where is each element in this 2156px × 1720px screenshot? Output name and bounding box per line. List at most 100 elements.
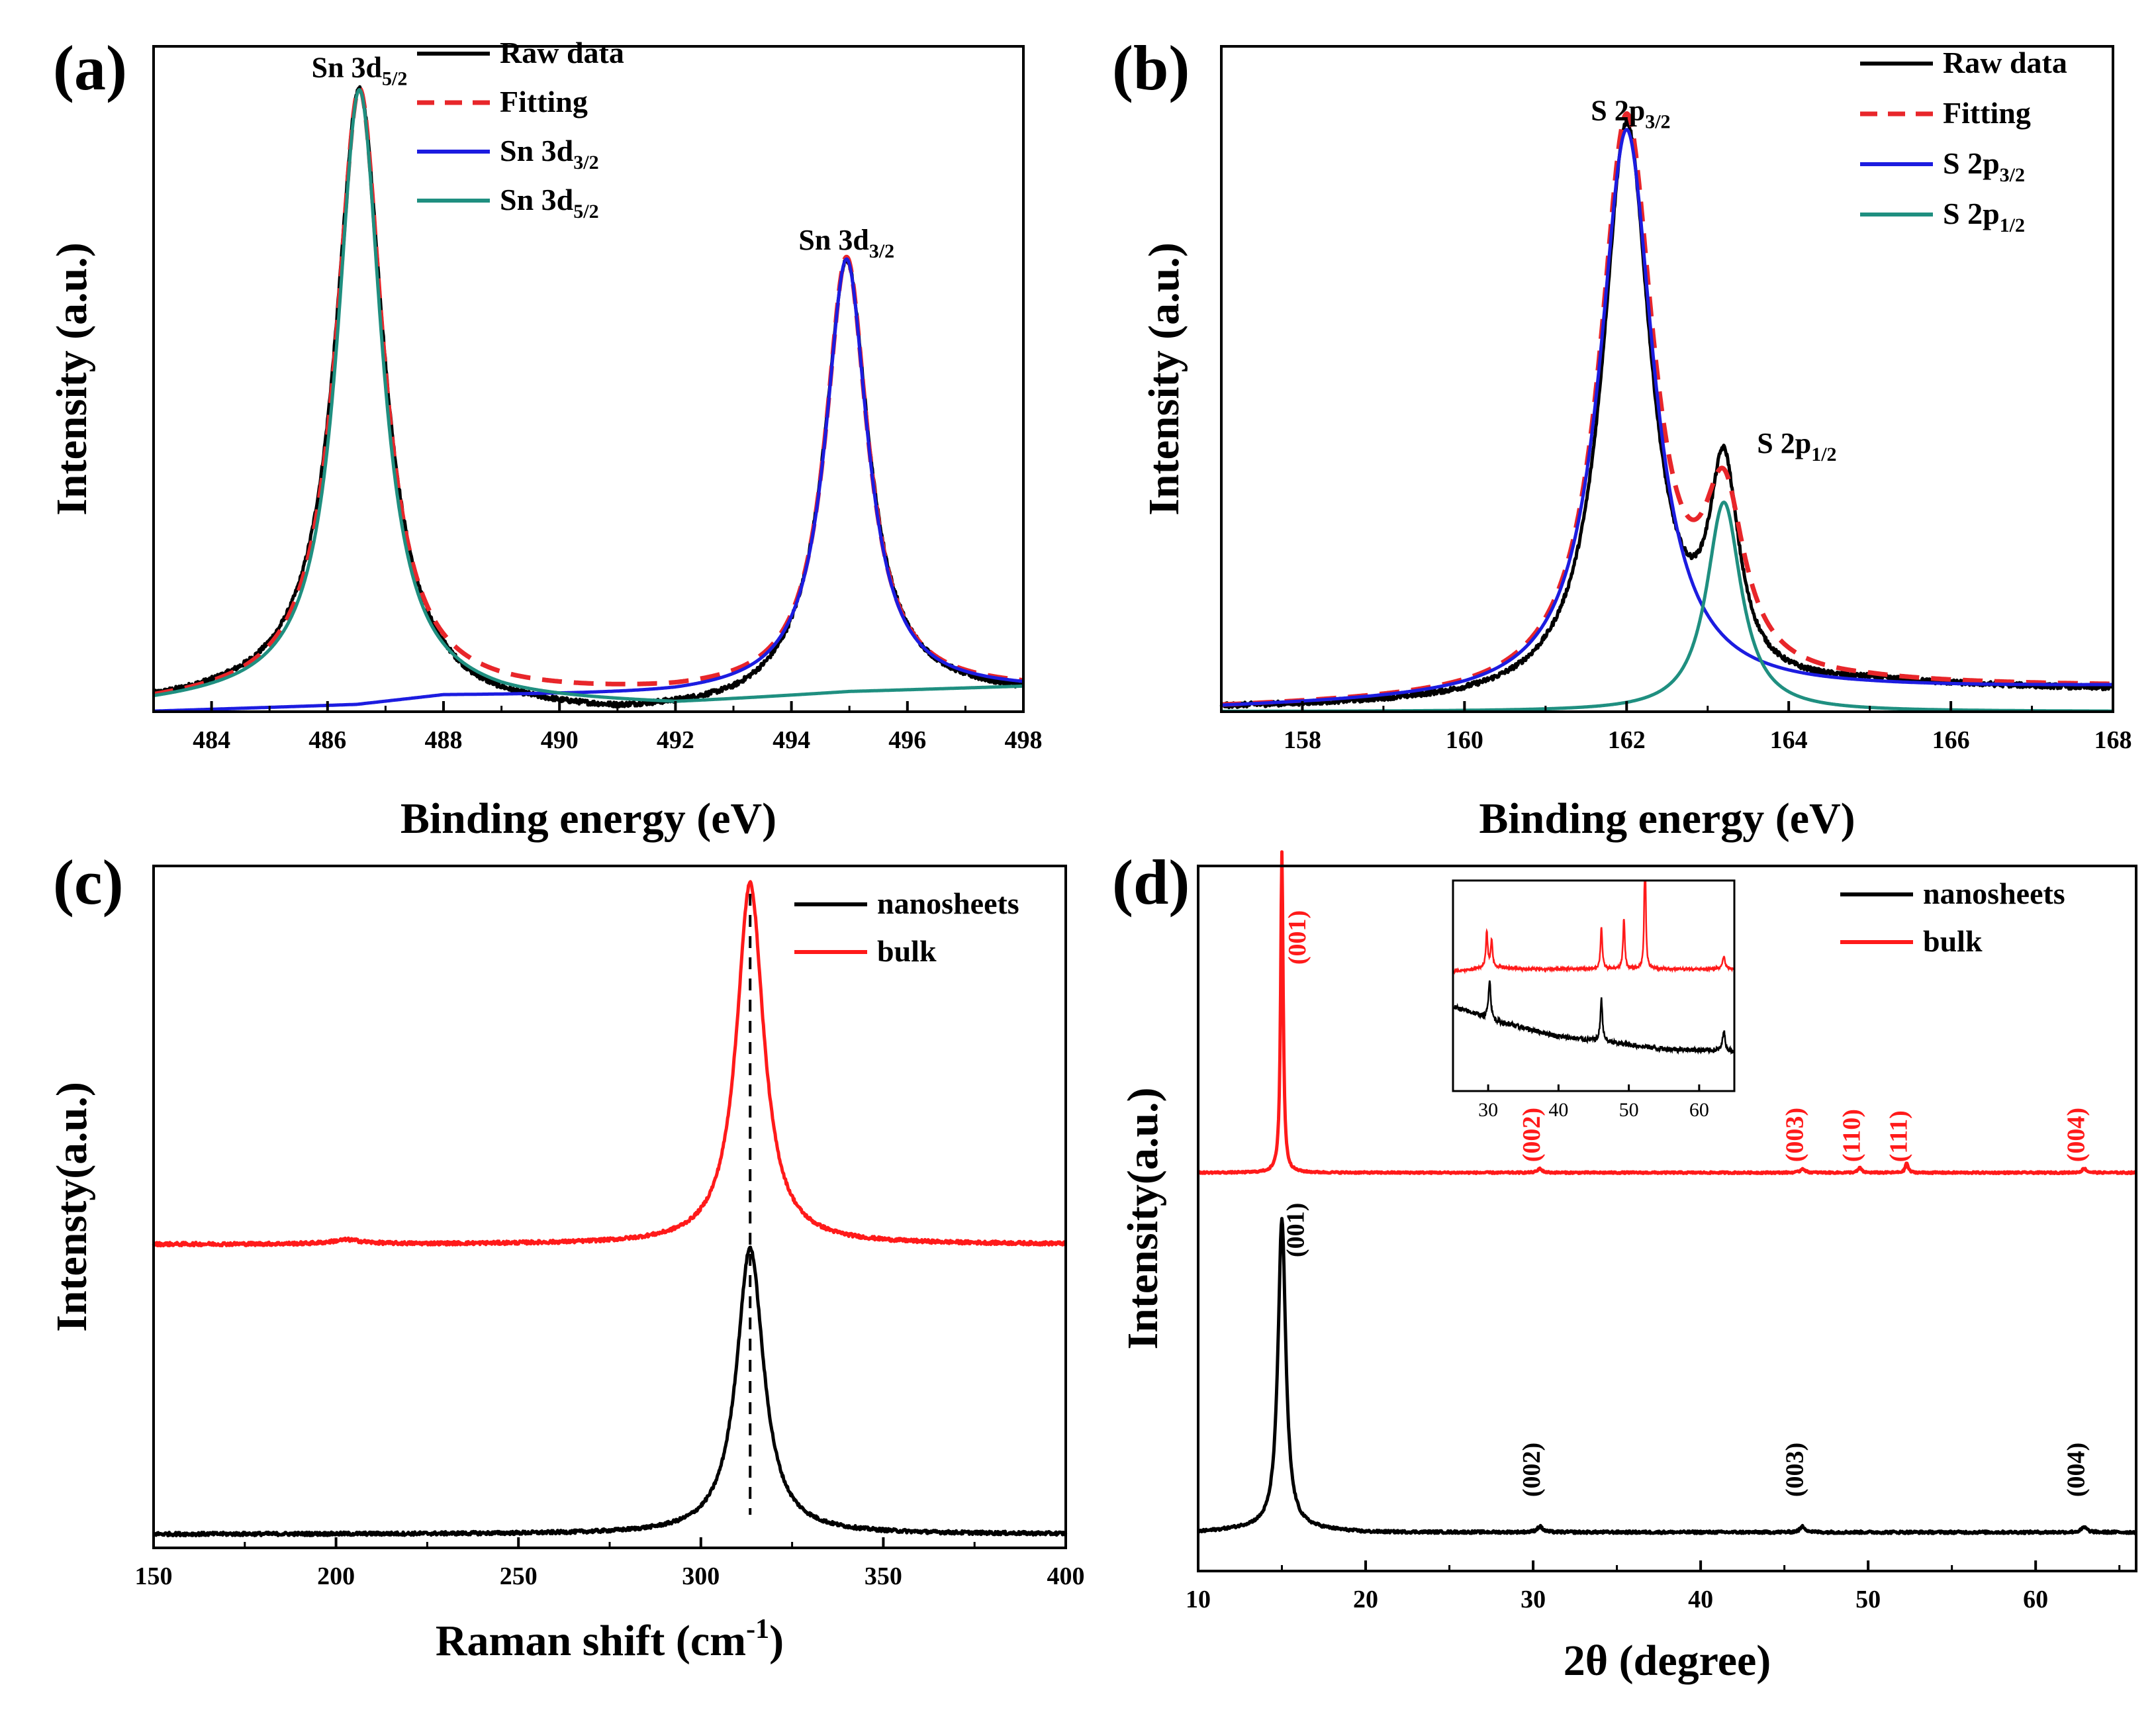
x-tick-label: 162 bbox=[1608, 726, 1646, 754]
series-line-nanosheets bbox=[1197, 1217, 2138, 1535]
inset-x-tick-label: 30 bbox=[1478, 1099, 1498, 1121]
peak-annotation-sub: 5/2 bbox=[382, 68, 407, 90]
legend-entry-label: Raw data bbox=[1943, 46, 2067, 79]
x-axis-title: Raman shift (cm-1) bbox=[436, 1614, 784, 1665]
plot-frame bbox=[1197, 865, 2137, 1572]
peak-annotation-main: S 2p bbox=[1591, 95, 1645, 127]
legend-entry-label: Sn 3d5/2 bbox=[500, 183, 599, 222]
x-tick-label: 60 bbox=[2023, 1586, 2048, 1613]
x-tick-label: 498 bbox=[1005, 726, 1043, 754]
legend-entry-label-main: Fitting bbox=[1943, 96, 2031, 130]
inset-x-tick-label: 40 bbox=[1548, 1099, 1568, 1121]
x-tick-label: 488 bbox=[425, 726, 463, 754]
x-tick-label: 168 bbox=[2094, 726, 2132, 754]
legend-entry-label: Fitting bbox=[500, 85, 588, 119]
panel-b: 158 160 162 164 166 168 Binding energy (eV) Int… bbox=[1112, 32, 2132, 843]
series-line-fitting bbox=[152, 86, 1025, 696]
peak-annotation-main: Sn 3d bbox=[312, 52, 382, 84]
series-line-bulk bbox=[1196, 850, 2137, 1175]
panel-label: (c) bbox=[53, 847, 124, 918]
x-tick-label: 496 bbox=[888, 726, 926, 754]
hkl-label: (001) bbox=[1284, 910, 1311, 965]
legend: nanosheets bulk bbox=[1840, 877, 2065, 958]
x-tick-label: 494 bbox=[773, 726, 810, 754]
inset-series-line-nanosheets bbox=[1452, 980, 1735, 1055]
x-tick-label: 300 bbox=[682, 1562, 720, 1590]
legend-entry-label: nanosheets bbox=[1923, 877, 2065, 910]
legend-entry-label-main: Sn 3d bbox=[500, 183, 574, 216]
hkl-label: (002) bbox=[1518, 1443, 1546, 1497]
hkl-label: (003) bbox=[1781, 1443, 1808, 1497]
panel-label: (d) bbox=[1112, 847, 1190, 918]
legend-entry-label-main: nanosheets bbox=[877, 886, 1019, 920]
x-tick-label: 164 bbox=[1770, 726, 1808, 754]
hkl-label: (111) bbox=[1885, 1110, 1912, 1162]
panel-label: (b) bbox=[1112, 32, 1190, 103]
peak-annotation: S 2p1/2 bbox=[1757, 427, 1836, 465]
panel-c: 150 200 250 300 350 400 Raman shift (cm-1) Inte… bbox=[48, 847, 1085, 1665]
peak-annotation-sub: 3/2 bbox=[1645, 111, 1670, 133]
hkl-label: (110) bbox=[1838, 1109, 1865, 1162]
x-tick-label: 30 bbox=[1521, 1586, 1546, 1613]
legend: nanosheets bulk bbox=[794, 886, 1019, 968]
inset-frame bbox=[1452, 879, 1736, 1092]
series-line-bulk bbox=[152, 880, 1067, 1248]
x-tick-label: 160 bbox=[1446, 726, 1483, 754]
legend-entry-label: Raw data bbox=[500, 36, 624, 70]
series-line-raw-data bbox=[152, 85, 1025, 709]
series-line-sn-3d5-2 bbox=[152, 88, 1025, 703]
legend-entry-label: bulk bbox=[1923, 924, 1983, 958]
x-tick-label: 166 bbox=[1932, 726, 1970, 754]
x-axis-title: Binding energy (eV) bbox=[400, 794, 776, 843]
x-axis-title: 2θ (degree) bbox=[1564, 1637, 1771, 1685]
panel-a: 484 486 488 490 492 494 496 498 Binding energy (… bbox=[48, 32, 1043, 843]
legend-entry-label-main: Raw data bbox=[500, 36, 624, 70]
legend-entry-label: S 2p1/2 bbox=[1943, 197, 2025, 236]
panel-label: (a) bbox=[53, 32, 127, 103]
inset-x-tick-label: 50 bbox=[1619, 1099, 1639, 1121]
hkl-label: (002) bbox=[1518, 1108, 1546, 1162]
legend-entry-label: S 2p3/2 bbox=[1943, 146, 2025, 186]
series-line-s-2p3-2 bbox=[1220, 128, 2114, 707]
peak-annotation-main: Sn 3d bbox=[798, 224, 868, 256]
series-line-sn-3d3-2 bbox=[152, 257, 1025, 713]
legend-entry-label-main: S 2p bbox=[1943, 146, 2000, 180]
peak-annotation-sub: 1/2 bbox=[1811, 444, 1836, 465]
peak-annotation: S 2p3/2 bbox=[1591, 95, 1670, 133]
peak-annotation-main: S 2p bbox=[1757, 427, 1811, 459]
hkl-label: (003) bbox=[1781, 1108, 1808, 1162]
legend-entry-label-sub: 3/2 bbox=[573, 152, 598, 173]
legend-entry-label-main: nanosheets bbox=[1923, 877, 2065, 910]
legend-entry-label-main: Sn 3d bbox=[500, 134, 574, 167]
x-tick-label: 20 bbox=[1353, 1586, 1378, 1613]
inset-chart: 30 40 50 60 bbox=[1452, 879, 1736, 1121]
x-axis-title: Binding energy (eV) bbox=[1479, 794, 1855, 843]
peak-annotation: Sn 3d3/2 bbox=[798, 224, 894, 262]
x-tick-label: 150 bbox=[135, 1562, 173, 1590]
x-tick-label: 40 bbox=[1688, 1586, 1713, 1613]
plot-frame bbox=[152, 45, 1025, 713]
x-tick-label: 492 bbox=[657, 726, 694, 754]
x-axis-title-sup: -1 bbox=[746, 1614, 769, 1645]
x-tick-label: 50 bbox=[1855, 1586, 1881, 1613]
y-axis-title: Intensity (a.u.) bbox=[1140, 242, 1188, 516]
legend-entry-label-main: bulk bbox=[1923, 924, 1983, 958]
y-axis-title: Intensity (a.u.) bbox=[48, 242, 96, 516]
plot-frame bbox=[1220, 45, 2114, 713]
peak-annotation: Sn 3d5/2 bbox=[312, 52, 408, 90]
x-tick-label: 350 bbox=[865, 1562, 902, 1590]
x-tick-label: 490 bbox=[541, 726, 579, 754]
x-tick-label: 250 bbox=[500, 1562, 538, 1590]
hkl-label: (001) bbox=[1282, 1203, 1309, 1257]
panel-d: 10 20 30 40 50 60 2θ (degree) Intensity(a.u.) (d… bbox=[1112, 847, 2138, 1685]
series-line-nanosheets bbox=[152, 1245, 1068, 1538]
x-tick-label: 484 bbox=[193, 726, 230, 754]
inset-series-line-bulk bbox=[1452, 879, 1736, 975]
x-tick-label: 10 bbox=[1186, 1586, 1211, 1613]
legend-entry-label-sub: 5/2 bbox=[573, 201, 598, 222]
legend-entry-label-sub: 1/2 bbox=[2000, 215, 2025, 236]
y-axis-title: Intensty(a.u.) bbox=[48, 1082, 96, 1332]
hkl-label: (004) bbox=[2063, 1443, 2090, 1497]
